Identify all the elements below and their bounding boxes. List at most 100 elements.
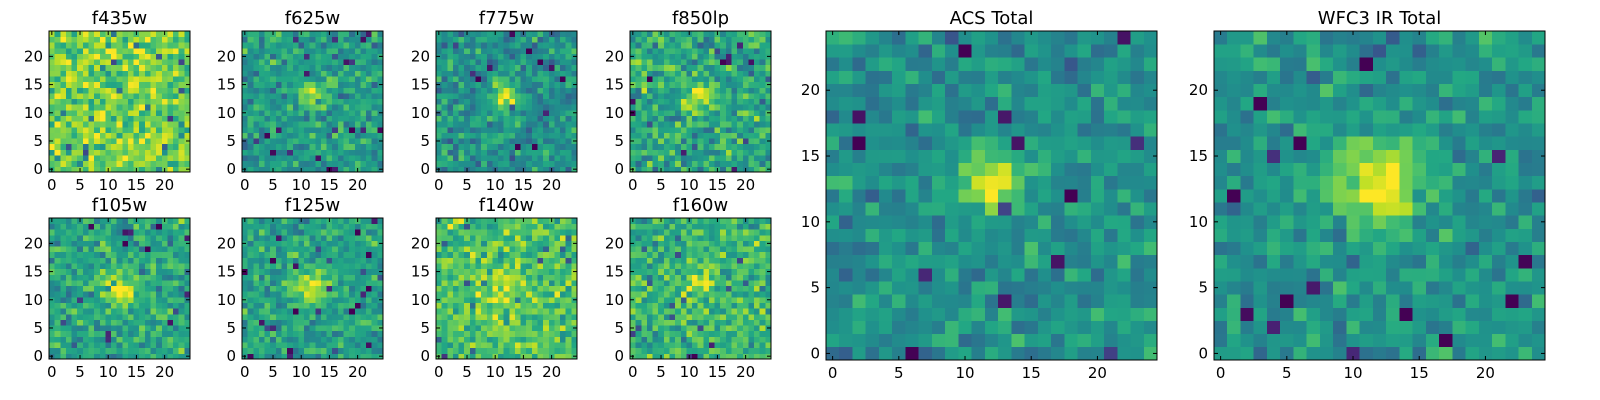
heatmap-cell	[503, 302, 510, 309]
heatmap-cell	[88, 93, 95, 100]
heatmap-cell	[748, 87, 755, 94]
heatmap-cell	[646, 296, 653, 303]
heatmap-cell	[309, 296, 316, 303]
heatmap-cell	[514, 59, 521, 66]
heatmap-cell	[94, 223, 101, 230]
heatmap-cell	[184, 330, 191, 337]
heatmap-cell	[520, 234, 527, 241]
heatmap-cell	[635, 64, 642, 71]
heatmap-cell	[759, 342, 766, 349]
heatmap-cell	[343, 31, 350, 38]
heatmap-cell	[475, 31, 482, 38]
heatmap-cell	[111, 93, 118, 100]
heatmap-cell	[270, 229, 277, 236]
heatmap-cell	[737, 70, 744, 77]
heatmap-cell	[475, 296, 482, 303]
heatmap-cell	[173, 325, 180, 332]
heatmap-cells	[49, 218, 191, 360]
heatmap-cell	[94, 347, 101, 354]
heatmap-cell	[652, 155, 659, 162]
heatmap-cell	[697, 70, 704, 77]
heatmap-cell	[94, 325, 101, 332]
heatmap-cell	[270, 240, 277, 247]
heatmap-cell	[492, 257, 499, 264]
heatmap-cell	[720, 160, 727, 167]
heatmap-cell	[105, 98, 112, 105]
heatmap-cell	[178, 47, 185, 54]
heatmap-cell	[441, 280, 448, 287]
heatmap-cell	[669, 308, 676, 315]
heatmap-cell	[127, 229, 134, 236]
heatmap-cell	[560, 285, 567, 292]
heatmap-cell	[281, 223, 288, 230]
heatmap-cell	[759, 64, 766, 71]
heatmap-cell	[560, 76, 567, 83]
heatmap-cell	[531, 319, 538, 326]
heatmap-cell	[742, 76, 749, 83]
heatmap-cell	[675, 81, 682, 88]
heatmap-cell	[65, 285, 72, 292]
heatmap-cell	[669, 76, 676, 83]
heatmap-cell	[464, 308, 471, 315]
heatmap-cell	[184, 160, 191, 167]
heatmap-cell	[759, 59, 766, 66]
heatmap-cell	[765, 155, 772, 162]
heatmap-cell	[304, 143, 311, 150]
heatmap-cell	[178, 251, 185, 258]
heatmap-cell	[759, 291, 766, 298]
heatmap-cell	[686, 336, 693, 343]
heatmap-cell	[326, 274, 333, 281]
heatmap-cell	[464, 121, 471, 128]
heatmap-cell	[343, 257, 350, 264]
heatmap-cell	[737, 104, 744, 111]
heatmap-cell	[377, 70, 384, 77]
heatmap-cell	[371, 296, 378, 303]
heatmap-cell	[258, 42, 265, 49]
heatmap-cell	[531, 291, 538, 298]
heatmap-cell	[560, 160, 567, 167]
heatmap-cell	[320, 76, 327, 83]
heatmap-cell	[133, 308, 140, 315]
heatmap-cell	[292, 121, 299, 128]
heatmap-cell	[150, 257, 157, 264]
heatmap-cell	[725, 36, 732, 43]
heatmap-cell	[686, 313, 693, 320]
heatmap-cell	[253, 257, 260, 264]
heatmap-cell	[554, 302, 561, 309]
heatmap-cell	[150, 98, 157, 105]
heatmap-cell	[287, 36, 294, 43]
heatmap-cell	[697, 330, 704, 337]
heatmap-cell	[731, 274, 738, 281]
heatmap-cell	[354, 87, 361, 94]
heatmap-cell	[292, 274, 299, 281]
heatmap-cell	[646, 121, 653, 128]
heatmap-cell	[703, 42, 710, 49]
heatmap-cell	[742, 319, 749, 326]
heatmap-cell	[77, 64, 84, 71]
heatmap-cell	[765, 98, 772, 105]
heatmap-cell	[554, 104, 561, 111]
heatmap-cell	[156, 296, 163, 303]
heatmap-cell	[60, 98, 67, 105]
heatmap-cell	[686, 160, 693, 167]
heatmap-cell	[708, 47, 715, 54]
heatmap-cell	[275, 302, 282, 309]
heatmap-cell	[360, 246, 367, 253]
heatmap-cell	[184, 42, 191, 49]
heatmap-cell	[641, 104, 648, 111]
heatmap-cell	[371, 330, 378, 337]
heatmap-cell	[498, 218, 505, 225]
heatmap-cell	[464, 104, 471, 111]
heatmap-cell	[332, 143, 339, 150]
heatmap-cell	[692, 93, 699, 100]
heatmap-cell	[514, 93, 521, 100]
heatmap-cell	[167, 291, 174, 298]
heatmap-cell	[441, 353, 448, 360]
heatmap-cell	[520, 336, 527, 343]
heatmap-cell	[88, 229, 95, 236]
heatmap-cell	[116, 36, 123, 43]
heatmap-cell	[475, 240, 482, 247]
heatmap-cell	[65, 109, 72, 116]
heatmap-cell	[105, 330, 112, 337]
heatmap-cell	[720, 280, 727, 287]
